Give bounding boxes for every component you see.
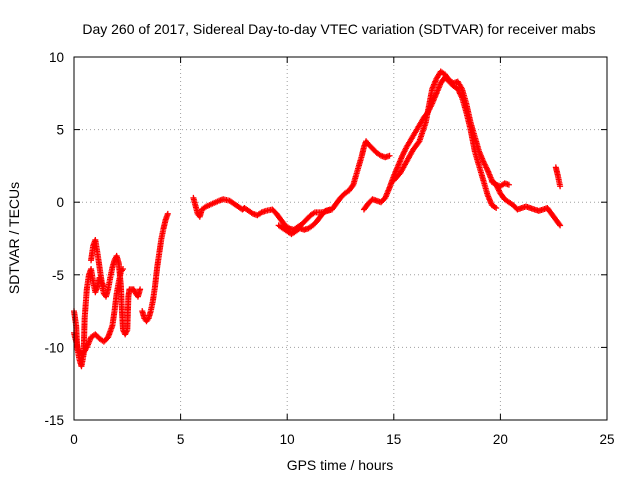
data-point	[349, 182, 356, 189]
series-track-f	[275, 206, 333, 238]
x-tick-label: 25	[599, 432, 614, 447]
series-track-c	[88, 236, 107, 290]
axis-ticks: 0 5 10 15 20 25 -15 -10 -5 0 5 10	[44, 50, 614, 447]
series-track-h	[390, 68, 564, 229]
data-point	[137, 286, 144, 293]
data-point	[100, 283, 107, 290]
series-track-d	[139, 210, 171, 325]
y-tick-label: -15	[44, 413, 64, 428]
data-point	[164, 210, 171, 217]
data-point	[556, 221, 563, 228]
data-point	[493, 205, 500, 212]
series-track-a	[71, 252, 144, 370]
x-tick-label: 10	[280, 432, 295, 447]
y-tick-label: 10	[49, 50, 64, 65]
y-tick-label: 5	[56, 123, 64, 138]
data-point	[326, 206, 333, 213]
data-points	[71, 68, 564, 370]
x-tick-label: 20	[493, 432, 508, 447]
data-point	[386, 152, 393, 159]
y-axis-label: SDTVAR / TECUs	[6, 182, 22, 294]
x-tick-label: 0	[70, 432, 78, 447]
series-track-j	[552, 164, 564, 190]
x-tick-label: 15	[386, 432, 401, 447]
data-point	[557, 222, 564, 229]
chart-title: Day 260 of 2017, Sidereal Day-to-day VTE…	[82, 21, 595, 37]
x-tick-label: 5	[177, 432, 185, 447]
data-point	[120, 265, 127, 272]
y-tick-label: -5	[52, 268, 64, 283]
series-track-e	[190, 138, 393, 233]
plot-frame	[73, 56, 608, 421]
grid-lines	[74, 57, 607, 420]
series-track-i	[488, 178, 512, 190]
data-point	[505, 181, 512, 188]
y-tick-label: -10	[44, 340, 64, 355]
y-tick-label: 0	[56, 195, 64, 210]
x-axis-label: GPS time / hours	[287, 457, 394, 473]
data-point	[557, 183, 564, 190]
